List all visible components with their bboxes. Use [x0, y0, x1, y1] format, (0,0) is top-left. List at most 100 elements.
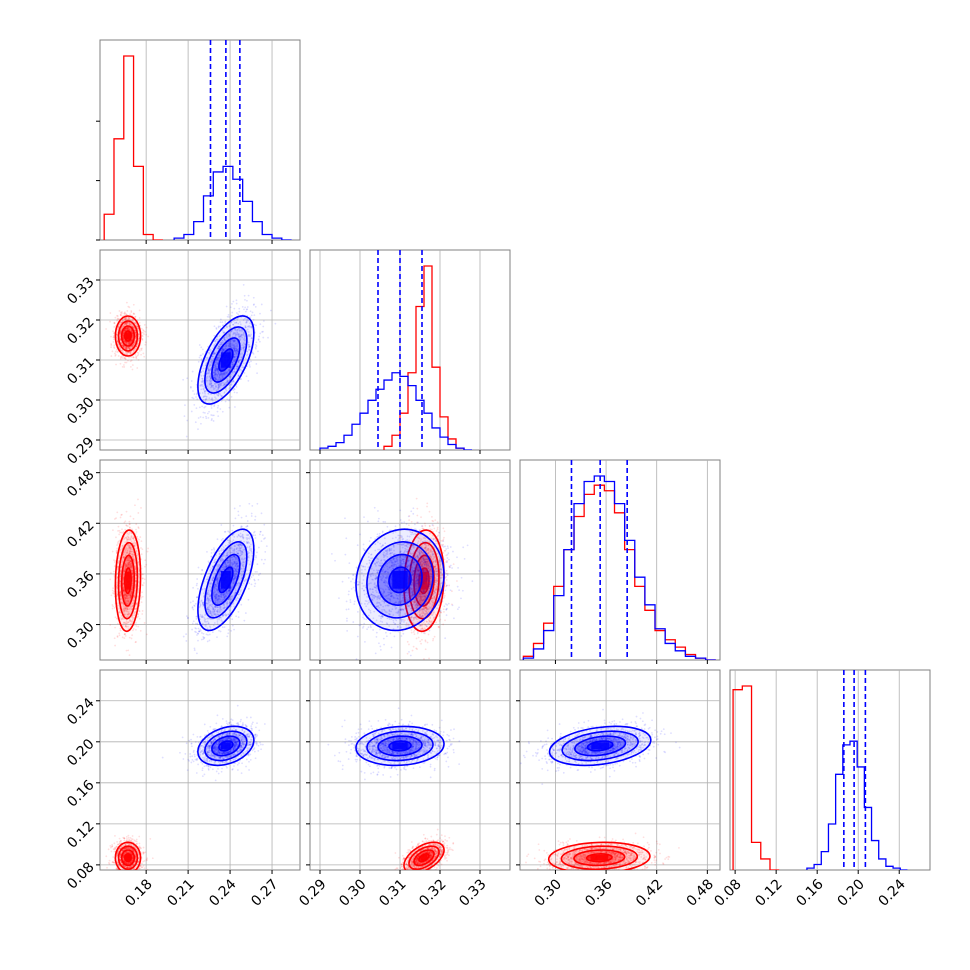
scatter-point	[124, 323, 126, 326]
scatter-point	[240, 356, 243, 358]
scatter-point	[241, 305, 244, 308]
scatter-point	[195, 393, 198, 396]
scatter-point	[129, 352, 132, 354]
scatter-point	[129, 340, 132, 343]
scatter-point	[130, 310, 133, 312]
scatter-point	[251, 351, 254, 354]
scatter-point	[141, 591, 143, 594]
scatter-point	[145, 333, 148, 336]
scatter-point	[113, 559, 115, 561]
scatter-point	[205, 398, 207, 401]
scatter-point	[238, 307, 241, 310]
scatter-point	[142, 330, 145, 332]
scatter-point	[216, 406, 219, 409]
scatter-point	[140, 327, 143, 330]
scatter-point	[119, 322, 121, 325]
scatter-point	[209, 380, 211, 382]
histogram-0	[103, 40, 292, 240]
scatter-point	[208, 383, 211, 386]
scatter-point	[235, 347, 238, 350]
scatter-point	[208, 370, 211, 372]
scatter-point	[249, 334, 252, 337]
density-core	[125, 571, 131, 590]
scatter-point	[128, 318, 130, 321]
scatter-point	[200, 346, 203, 349]
scatter-point	[125, 327, 128, 330]
scatter-point	[116, 635, 119, 638]
scatter-point	[114, 316, 117, 319]
scatter-point	[117, 325, 120, 328]
scatter-point	[224, 336, 226, 339]
scatter-point	[133, 349, 136, 352]
scatter-point	[217, 388, 219, 391]
scatter-point	[223, 349, 226, 352]
scatter-point	[258, 533, 261, 536]
scatter-point	[134, 322, 136, 325]
scatter-point	[131, 333, 134, 336]
grid-r3-c3	[734, 670, 900, 870]
scatter-point	[253, 578, 256, 581]
scatter-point	[112, 587, 114, 590]
scatter-point	[128, 317, 131, 320]
scatter-point	[232, 340, 235, 343]
scatter-point	[229, 340, 232, 343]
scatter-point	[225, 345, 228, 348]
scatter-point	[116, 315, 119, 317]
scatter-point	[128, 523, 131, 526]
scatter-point	[237, 361, 239, 364]
scatter-point	[127, 328, 130, 331]
scatter-point	[254, 537, 257, 539]
histogram-blue-0	[173, 165, 292, 240]
scatter-point	[248, 349, 250, 351]
scatter-point	[111, 350, 114, 353]
histogram-blue-1	[319, 372, 472, 450]
scatter-point	[123, 317, 126, 320]
scatter-point	[125, 347, 128, 350]
scatter-point	[118, 323, 121, 326]
scatter-point	[137, 625, 140, 628]
scatter-point	[125, 347, 128, 350]
scatter-point	[230, 346, 233, 349]
scatter-point	[128, 342, 131, 345]
panel-frame-r3-c3	[729, 669, 931, 871]
scatter-point	[240, 603, 243, 606]
scatter-point	[128, 342, 131, 345]
scatter-point	[117, 344, 120, 346]
scatter-point	[131, 324, 133, 327]
scatter-point	[221, 348, 224, 350]
scatter-point	[243, 349, 245, 352]
scatter-point	[122, 344, 125, 347]
scatter-point	[120, 327, 123, 330]
scatter-point	[113, 321, 116, 324]
scatter-point	[220, 395, 223, 398]
panel-frame-r1-c1	[309, 249, 511, 451]
scatter-point	[122, 325, 125, 327]
scatter-point	[213, 387, 216, 390]
scatter-point	[123, 637, 126, 640]
scatter-point	[214, 373, 216, 376]
x-tick-label: 0.08	[711, 876, 744, 909]
scatter-point	[127, 351, 129, 354]
scatter-point	[120, 327, 123, 329]
scatter-point	[123, 329, 126, 332]
scatter-point	[210, 393, 212, 396]
scatter-point	[196, 634, 198, 636]
scatter-point	[131, 346, 133, 348]
scatter-point	[141, 338, 144, 340]
scatter-point	[246, 299, 248, 302]
scatter-point	[219, 378, 222, 381]
scatter-point	[143, 355, 146, 358]
scatter-point	[130, 323, 133, 326]
scatter-point	[217, 404, 220, 407]
scatter-point	[223, 338, 226, 341]
scatter-point	[232, 524, 235, 527]
scatter-point	[125, 323, 128, 326]
scatter-point	[117, 325, 120, 328]
scatter-point	[248, 345, 251, 348]
scatter-point	[122, 345, 125, 348]
scatter-point	[235, 342, 237, 345]
scatter-point	[128, 328, 131, 331]
scatter-point	[128, 348, 131, 351]
scatter-point	[122, 344, 124, 347]
scatter-point	[233, 360, 236, 363]
